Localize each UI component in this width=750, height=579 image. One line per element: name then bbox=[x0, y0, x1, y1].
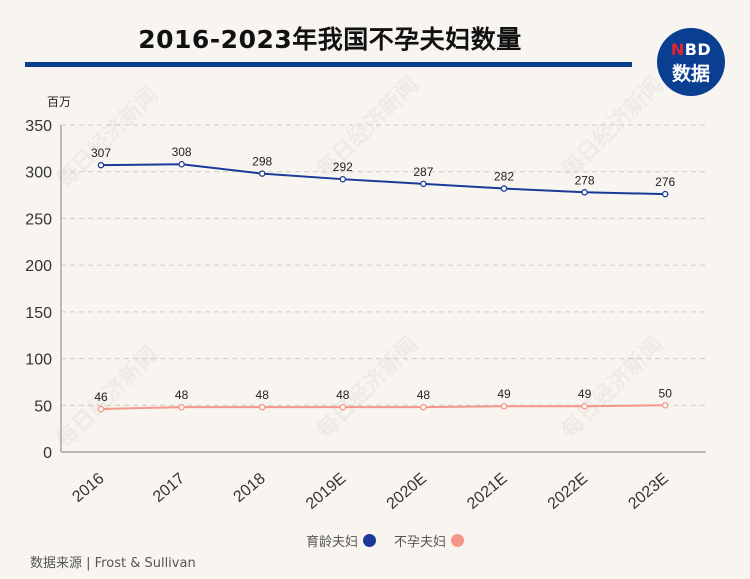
legend-dot-icon bbox=[363, 534, 377, 547]
y-tick-label: 250 bbox=[25, 211, 52, 228]
data-label: 308 bbox=[172, 145, 192, 159]
data-point[interactable] bbox=[420, 403, 427, 411]
y-tick-label: 100 bbox=[25, 352, 52, 369]
x-tick-label: 2016 bbox=[69, 470, 107, 506]
chart-title: 2016-2023年我国不孕夫妇数量 bbox=[138, 25, 522, 54]
data-point[interactable] bbox=[258, 403, 266, 411]
data-label: 49 bbox=[578, 387, 592, 401]
data-label: 292 bbox=[333, 160, 353, 174]
title-underline bbox=[25, 62, 632, 67]
logo-nbd-text: NBD bbox=[670, 40, 712, 59]
x-tick-label: 2018 bbox=[231, 470, 269, 506]
data-source: 数据来源 | Frost & Sullivan bbox=[30, 556, 196, 571]
x-tick-label: 2019E bbox=[303, 470, 349, 513]
y-axis-unit: 百万 bbox=[47, 95, 71, 109]
logo-data-text: 数据 bbox=[671, 63, 710, 85]
data-point[interactable] bbox=[581, 402, 588, 410]
data-point[interactable] bbox=[500, 185, 508, 192]
y-tick-label: 200 bbox=[25, 258, 52, 275]
data-label: 50 bbox=[659, 386, 673, 400]
data-label: 48 bbox=[175, 388, 189, 402]
legend-dot-icon bbox=[451, 534, 465, 547]
series-line bbox=[100, 404, 666, 411]
data-point[interactable] bbox=[339, 175, 347, 183]
data-label: 287 bbox=[413, 165, 433, 179]
data-label: 49 bbox=[497, 387, 511, 401]
data-label: 307 bbox=[91, 146, 111, 160]
x-tick-label: 2021E bbox=[464, 470, 510, 513]
series-line bbox=[100, 163, 666, 196]
data-point[interactable] bbox=[97, 161, 105, 169]
data-point[interactable] bbox=[97, 405, 105, 413]
y-tick-label: 350 bbox=[25, 118, 52, 135]
data-point[interactable] bbox=[420, 180, 427, 188]
data-point[interactable] bbox=[661, 402, 669, 409]
x-tick-label: 2017 bbox=[150, 470, 188, 506]
data-point[interactable] bbox=[500, 402, 508, 410]
y-tick-label: 300 bbox=[25, 165, 52, 182]
data-label: 48 bbox=[417, 388, 431, 402]
data-label: 48 bbox=[336, 388, 350, 402]
data-point[interactable] bbox=[258, 170, 266, 177]
data-label: 276 bbox=[655, 175, 675, 189]
data-label: 278 bbox=[575, 173, 595, 187]
data-label: 46 bbox=[94, 390, 108, 404]
data-point[interactable] bbox=[178, 160, 185, 168]
y-tick-label: 150 bbox=[25, 305, 52, 322]
legend-item-series-2[interactable]: 不孕夫妇 bbox=[394, 531, 465, 550]
nbd-logo: NBD 数据 bbox=[657, 28, 725, 96]
y-tick-label: 0 bbox=[43, 445, 52, 462]
data-label: 48 bbox=[256, 388, 270, 402]
legend: 育龄夫妇 不孕夫妇 bbox=[306, 531, 476, 550]
x-tick-label: 2023E bbox=[625, 470, 671, 513]
data-point[interactable] bbox=[661, 190, 669, 198]
data-label: 298 bbox=[252, 155, 272, 169]
x-tick-label: 2022E bbox=[545, 470, 591, 513]
x-tick-label: 2020E bbox=[384, 470, 430, 513]
data-point[interactable] bbox=[581, 189, 588, 196]
data-point[interactable] bbox=[339, 403, 347, 411]
legend-item-series-1[interactable]: 育龄夫妇 bbox=[306, 531, 377, 550]
data-label: 282 bbox=[494, 170, 514, 184]
data-point[interactable] bbox=[178, 403, 185, 411]
y-tick-label: 50 bbox=[34, 398, 52, 415]
